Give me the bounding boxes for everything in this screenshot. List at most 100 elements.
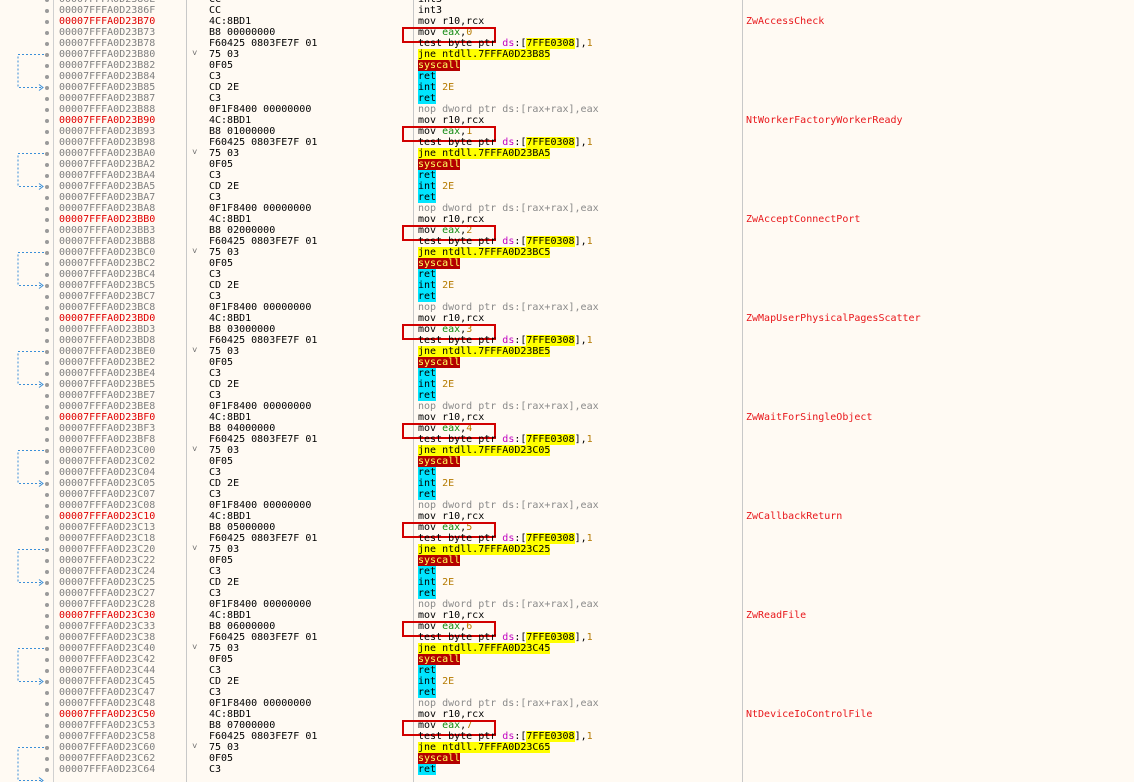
breakpoint-dot-icon[interactable] xyxy=(45,317,49,321)
breakpoint-dot-icon[interactable] xyxy=(45,735,49,739)
breakpoint-dot-icon[interactable] xyxy=(45,163,49,167)
breakpoint-dot-icon[interactable] xyxy=(45,42,49,46)
disasm-row[interactable]: 00007FFFA0D23C05 CD 2E int 2E xyxy=(0,478,1134,489)
disasm-row[interactable]: 00007FFFA0D23BE7 C3 ret xyxy=(0,390,1134,401)
breakpoint-dot-icon[interactable] xyxy=(45,724,49,728)
disasm-row[interactable]: 00007FFFA0D23BF8 F60425 0803FE7F 01 test b… xyxy=(0,434,1134,445)
disasm-row[interactable]: 00007FFFA0D23BE2 0F05 syscall xyxy=(0,357,1134,368)
breakpoint-dot-icon[interactable] xyxy=(45,152,49,156)
breakpoint-dot-icon[interactable] xyxy=(45,20,49,24)
disasm-row[interactable]: 00007FFFA0D23C48 0F1F8400 00000000 nop dwo… xyxy=(0,698,1134,709)
disasm-row[interactable]: 00007FFFA0D23B93 B8 01000000 mov eax,1 xyxy=(0,126,1134,142)
disasm-row[interactable]: 00007FFFA0D23C64 C3 ret xyxy=(0,764,1134,775)
breakpoint-dot-icon[interactable] xyxy=(45,691,49,695)
disasm-row[interactable]: 00007FFFA0D23C07 C3 ret xyxy=(0,489,1134,500)
disasm-row[interactable]: 00007FFFA0D23BE4 C3 ret xyxy=(0,368,1134,379)
disasm-row[interactable]: 00007FFFA0D23C25 CD 2E int 2E xyxy=(0,577,1134,588)
disasm-row[interactable]: 00007FFFA0D23C04 C3 ret xyxy=(0,467,1134,478)
breakpoint-dot-icon[interactable] xyxy=(45,702,49,706)
disasm-row[interactable]: 00007FFFA0D23BC8 0F1F8400 00000000 nop dwo… xyxy=(0,302,1134,313)
disasm-row[interactable]: 00007FFFA0D23C60 ˅ 75 03 jne ntdll.7FFFA0D2… xyxy=(0,742,1134,753)
breakpoint-dot-icon[interactable] xyxy=(45,86,49,90)
breakpoint-dot-icon[interactable] xyxy=(45,119,49,123)
breakpoint-dot-icon[interactable] xyxy=(45,482,49,486)
disasm-row[interactable]: 00007FFFA0D23C27 C3 ret xyxy=(0,588,1134,599)
breakpoint-dot-icon[interactable] xyxy=(45,647,49,651)
breakpoint-dot-icon[interactable] xyxy=(45,548,49,552)
breakpoint-dot-icon[interactable] xyxy=(45,768,49,772)
disasm-row[interactable]: 00007FFFA0D23C30 4C:8BD1 mov r10,rcx ZwRead… xyxy=(0,610,1134,621)
disasm-row[interactable]: 00007FFFA0D23BA7 C3 ret xyxy=(0,192,1134,203)
disasm-row[interactable]: 00007FFFA0D23BA8 0F1F8400 00000000 nop dwo… xyxy=(0,203,1134,214)
breakpoint-dot-icon[interactable] xyxy=(45,746,49,750)
disasm-row[interactable]: 00007FFFA0D23BC2 0F05 syscall xyxy=(0,258,1134,269)
breakpoint-dot-icon[interactable] xyxy=(45,537,49,541)
disasm-row[interactable]: 00007FFFA0D23C13 B8 05000000 mov eax,5 xyxy=(0,522,1134,538)
disasm-row[interactable]: 00007FFFA0D23BF3 B8 04000000 mov eax,4 xyxy=(0,423,1134,439)
disasm-row[interactable]: 00007FFFA0D2386E CC int3 xyxy=(0,0,1134,5)
disasm-row[interactable]: 00007FFFA0D23B70 4C:8BD1 mov r10,rcx ZwAcce… xyxy=(0,16,1134,27)
breakpoint-dot-icon[interactable] xyxy=(45,471,49,475)
disasm-row[interactable]: 00007FFFA0D23C10 4C:8BD1 mov r10,rcx ZwCall… xyxy=(0,511,1134,522)
breakpoint-dot-icon[interactable] xyxy=(45,174,49,178)
breakpoint-dot-icon[interactable] xyxy=(45,108,49,112)
breakpoint-dot-icon[interactable] xyxy=(45,328,49,332)
breakpoint-dot-icon[interactable] xyxy=(45,64,49,68)
disasm-row[interactable]: 00007FFFA0D23BC4 C3 ret xyxy=(0,269,1134,280)
disasm-row[interactable]: 00007FFFA0D23C42 0F05 syscall xyxy=(0,654,1134,665)
disasm-row[interactable]: 00007FFFA0D23BE0 ˅ 75 03 jne ntdll.7FFFA0D2… xyxy=(0,346,1134,357)
breakpoint-dot-icon[interactable] xyxy=(45,262,49,266)
disasm-row[interactable]: 00007FFFA0D23BE5 CD 2E int 2E xyxy=(0,379,1134,390)
disasm-row[interactable]: 00007FFFA0D23C24 C3 ret xyxy=(0,566,1134,577)
breakpoint-dot-icon[interactable] xyxy=(45,680,49,684)
disasm-row[interactable]: 00007FFFA0D23C58 F60425 0803FE7F 01 test b… xyxy=(0,731,1134,742)
breakpoint-dot-icon[interactable] xyxy=(45,592,49,596)
breakpoint-dot-icon[interactable] xyxy=(45,493,49,497)
disasm-row[interactable]: 00007FFFA0D23C33 B8 06000000 mov eax,6 xyxy=(0,621,1134,637)
disasm-row[interactable]: 00007FFFA0D23BB8 F60425 0803FE7F 01 test b… xyxy=(0,236,1134,247)
breakpoint-dot-icon[interactable] xyxy=(45,141,49,145)
breakpoint-dot-icon[interactable] xyxy=(45,185,49,189)
breakpoint-dot-icon[interactable] xyxy=(45,9,49,13)
disasm-row[interactable]: 00007FFFA0D23C28 0F1F8400 00000000 nop dwo… xyxy=(0,599,1134,610)
breakpoint-dot-icon[interactable] xyxy=(45,207,49,211)
breakpoint-dot-icon[interactable] xyxy=(45,526,49,530)
disasm-row[interactable]: 00007FFFA0D23B90 4C:8BD1 mov r10,rcx NtWork… xyxy=(0,115,1134,126)
breakpoint-dot-icon[interactable] xyxy=(45,229,49,233)
disasm-row[interactable]: 00007FFFA0D23B82 0F05 syscall xyxy=(0,60,1134,71)
disasm-row[interactable]: 00007FFFA0D23B88 0F1F8400 00000000 nop dwo… xyxy=(0,104,1134,115)
breakpoint-dot-icon[interactable] xyxy=(45,636,49,640)
disasm-row[interactable]: 00007FFFA0D2386F CC int3 xyxy=(0,5,1134,16)
breakpoint-dot-icon[interactable] xyxy=(45,97,49,101)
breakpoint-dot-icon[interactable] xyxy=(45,603,49,607)
disasm-row[interactable]: 00007FFFA0D23C22 0F05 syscall xyxy=(0,555,1134,566)
disasm-row[interactable]: 00007FFFA0D23BD8 F60425 0803FE7F 01 test b… xyxy=(0,335,1134,346)
breakpoint-dot-icon[interactable] xyxy=(45,438,49,442)
breakpoint-dot-icon[interactable] xyxy=(45,581,49,585)
disasm-row[interactable]: 00007FFFA0D23C47 C3 ret xyxy=(0,687,1134,698)
disasm-row[interactable]: 00007FFFA0D23BB0 4C:8BD1 mov r10,rcx ZwAcce… xyxy=(0,214,1134,225)
disasm-row[interactable]: 00007FFFA0D23B84 C3 ret xyxy=(0,71,1134,82)
disasm-row[interactable]: 00007FFFA0D23B87 C3 ret xyxy=(0,93,1134,104)
breakpoint-dot-icon[interactable] xyxy=(45,361,49,365)
breakpoint-dot-icon[interactable] xyxy=(45,427,49,431)
breakpoint-dot-icon[interactable] xyxy=(45,75,49,79)
breakpoint-dot-icon[interactable] xyxy=(45,713,49,717)
disasm-row[interactable]: 00007FFFA0D23BF0 4C:8BD1 mov r10,rcx ZwWait… xyxy=(0,412,1134,423)
breakpoint-dot-icon[interactable] xyxy=(45,196,49,200)
disasm-row[interactable]: 00007FFFA0D23C02 0F05 syscall xyxy=(0,456,1134,467)
breakpoint-dot-icon[interactable] xyxy=(45,757,49,761)
disasm-row[interactable]: 00007FFFA0D23C44 C3 ret xyxy=(0,665,1134,676)
breakpoint-dot-icon[interactable] xyxy=(45,559,49,563)
breakpoint-dot-icon[interactable] xyxy=(45,284,49,288)
disasm-row[interactable]: 00007FFFA0D23B78 F60425 0803FE7F 01 test b… xyxy=(0,38,1134,49)
breakpoint-dot-icon[interactable] xyxy=(45,251,49,255)
disasm-row[interactable]: 00007FFFA0D23C38 F60425 0803FE7F 01 test b… xyxy=(0,632,1134,643)
breakpoint-dot-icon[interactable] xyxy=(45,53,49,57)
disasm-row[interactable]: 00007FFFA0D23BB3 B8 02000000 mov eax,2 xyxy=(0,225,1134,241)
breakpoint-dot-icon[interactable] xyxy=(45,273,49,277)
disasm-row[interactable]: 00007FFFA0D23B85 CD 2E int 2E xyxy=(0,82,1134,93)
disasm-row[interactable]: 00007FFFA0D23B98 F60425 0803FE7F 01 test b… xyxy=(0,137,1134,148)
breakpoint-dot-icon[interactable] xyxy=(45,218,49,222)
